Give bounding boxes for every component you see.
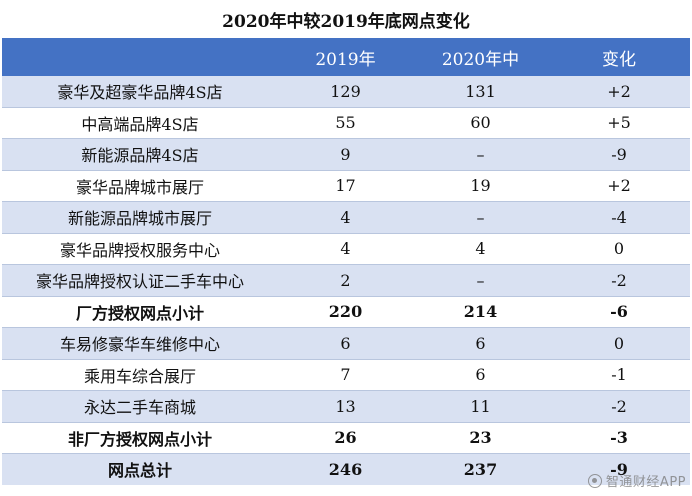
value-2019-cell: 220: [278, 296, 413, 328]
change-cell: 0: [548, 327, 690, 360]
value-2020-cell: 214: [413, 296, 548, 328]
watermark: 智通财经APP: [587, 471, 686, 490]
value-2020-cell: 237: [413, 453, 548, 485]
value-2020-cell: 6: [413, 327, 548, 360]
value-2020-cell: –: [413, 138, 548, 171]
value-2020-cell: 60: [413, 107, 548, 139]
network-change-table: 2019年 2020年中 变化 豪华及超豪华品牌4S店 129 131 +2 中高端品牌…: [2, 38, 690, 485]
row-label-cell: 新能源品牌4S店: [2, 138, 278, 171]
value-2019-cell: 13: [278, 390, 413, 423]
row-label-cell: 网点总计: [2, 453, 278, 485]
value-2020-cell: 4: [413, 233, 548, 265]
change-cell: +2: [548, 170, 690, 202]
value-2020-cell: –: [413, 201, 548, 234]
table-row: 豪华品牌授权服务中心 4 4 0: [2, 233, 690, 265]
change-cell: +2: [548, 76, 690, 108]
row-label-cell: 新能源品牌城市展厅: [2, 201, 278, 234]
value-2020-cell: 23: [413, 422, 548, 454]
row-label-cell: 豪华及超豪华品牌4S店: [2, 76, 278, 108]
table-body: 豪华及超豪华品牌4S店 129 131 +2 中高端品牌4S店 55 60 +5 新能源品牌4S…: [2, 76, 690, 485]
row-label-cell: 车易修豪华车维修中心: [2, 327, 278, 360]
value-2019-cell: 129: [278, 76, 413, 108]
watermark-text: 智通财经APP: [605, 475, 686, 490]
value-2020-cell: 6: [413, 359, 548, 391]
header-cell-2020: 2020年中: [413, 38, 548, 76]
table-row: 车易修豪华车维修中心 6 6 0: [2, 327, 690, 360]
value-2019-cell: 2: [278, 264, 413, 297]
change-cell: -2: [548, 264, 690, 297]
row-label-cell: 豪华品牌授权服务中心: [2, 233, 278, 265]
table-row: 中高端品牌4S店 55 60 +5: [2, 107, 690, 139]
table-row: 新能源品牌城市展厅 4– -4: [2, 201, 690, 234]
row-label-cell: 永达二手车商城: [2, 390, 278, 423]
value-2020-cell: 11: [413, 390, 548, 423]
change-cell: 0: [548, 233, 690, 265]
table-row: 网点总计 246 237 -9: [2, 453, 690, 485]
table-row: 豪华品牌授权认证二手车中心 2– -2: [2, 264, 690, 297]
change-cell: -9: [548, 453, 690, 485]
watermark-logo-icon: [587, 473, 602, 488]
row-label-cell: 中高端品牌4S店: [2, 107, 278, 139]
value-2019-cell: 4: [278, 233, 413, 265]
table-row: 乘用车综合展厅 7 6 -1: [2, 359, 690, 391]
change-cell: -9: [548, 138, 690, 171]
table-row: 新能源品牌4S店 9– -9: [2, 138, 690, 171]
header-row: 2019年 2020年中 变化: [2, 38, 690, 76]
value-2019-cell: 4: [278, 201, 413, 234]
value-2019-cell: 17: [278, 170, 413, 202]
header-cell-2019: 2019年: [278, 38, 413, 76]
row-label-cell: 非厂方授权网点小计: [2, 422, 278, 454]
change-cell: -3: [548, 422, 690, 454]
header-cell-label: [2, 38, 278, 76]
change-cell: -4: [548, 201, 690, 234]
table-row: 非厂方授权网点小计 26 23 -3: [2, 422, 690, 454]
value-2019-cell: 55: [278, 107, 413, 139]
table-row: 永达二手车商城 13 11 -2: [2, 390, 690, 423]
row-label-cell: 乘用车综合展厅: [2, 359, 278, 391]
value-2019-cell: 9: [278, 138, 413, 171]
change-cell: +5: [548, 107, 690, 139]
table-row: 豪华及超豪华品牌4S店 129 131 +2: [2, 76, 690, 108]
value-2020-cell: 131: [413, 76, 548, 108]
row-label-cell: 豪华品牌城市展厅: [2, 170, 278, 202]
value-2020-cell: –: [413, 264, 548, 297]
table-title: 2020年中较2019年底网点变化: [222, 12, 470, 32]
change-cell: -1: [548, 359, 690, 391]
header-cell-change: 变化: [548, 38, 690, 76]
table-container: 2020年中较2019年底网点变化 2019年 2020年中 变化 豪华及超豪华…: [2, 6, 690, 485]
value-2020-cell: 19: [413, 170, 548, 202]
change-cell: -6: [548, 296, 690, 328]
row-label-cell: 厂方授权网点小计: [2, 296, 278, 328]
value-2019-cell: 26: [278, 422, 413, 454]
table-row: 厂方授权网点小计 220 214 -6: [2, 296, 690, 328]
value-2019-cell: 246: [278, 453, 413, 485]
value-2019-cell: 7: [278, 359, 413, 391]
change-cell: -2: [548, 390, 690, 423]
value-2019-cell: 6: [278, 327, 413, 360]
table-row: 豪华品牌城市展厅 17 19 +2: [2, 170, 690, 202]
row-label-cell: 豪华品牌授权认证二手车中心: [2, 264, 278, 297]
